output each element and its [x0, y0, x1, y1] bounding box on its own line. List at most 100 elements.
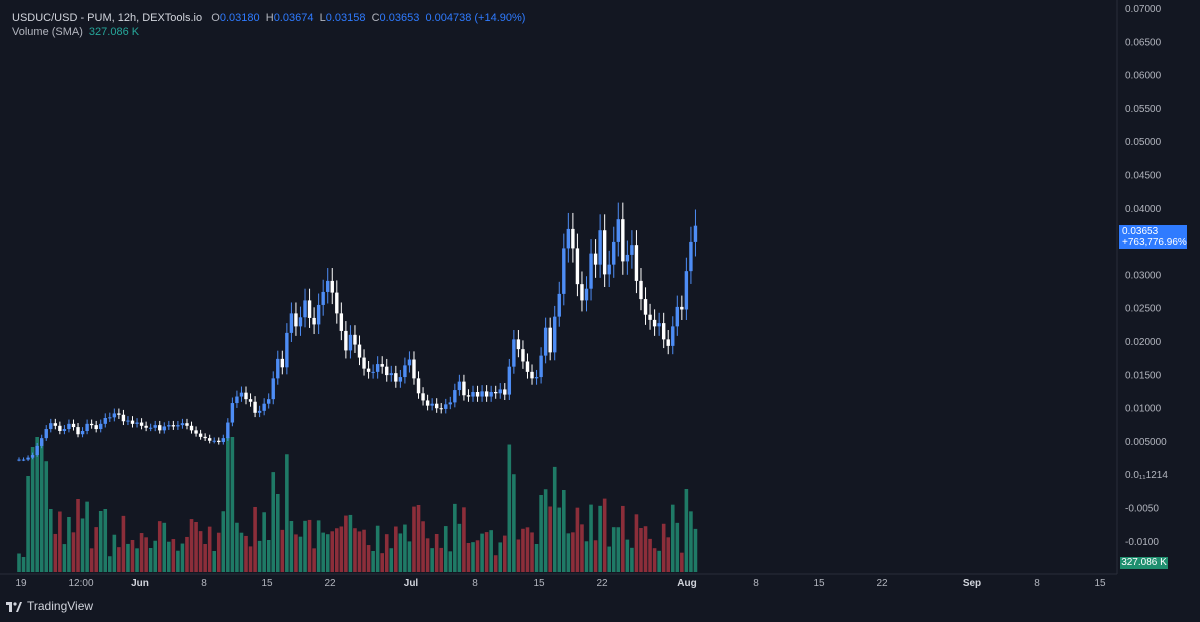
- volume-bar: [589, 504, 593, 572]
- candle-body: [67, 423, 71, 430]
- candle-body: [598, 230, 602, 265]
- candle-body: [312, 317, 316, 325]
- volume-bar: [689, 511, 693, 572]
- volume-bar: [616, 527, 621, 572]
- volume-bar: [230, 437, 235, 572]
- volume-bar: [507, 444, 512, 572]
- candle-body: [507, 366, 512, 395]
- last-price-tag: 0.03653 +763,776.96%: [1119, 225, 1187, 249]
- candle-body: [480, 391, 484, 397]
- time-axis[interactable]: 19 12:00 Jun 8 15 22 Jul 8 15 22 Aug 8 15 22 Sep 8 15: [15, 578, 1106, 589]
- candle-body: [221, 438, 225, 443]
- volume-bar: [684, 489, 689, 572]
- symbol-legend[interactable]: USDUC/USD - PUM, 12h, DEXTools.io O0.031…: [12, 11, 525, 26]
- volume-bar: [216, 532, 221, 572]
- candle-body: [44, 429, 48, 439]
- candle-body: [185, 423, 189, 426]
- volume-bar: [525, 527, 530, 572]
- high-label: H: [265, 12, 274, 24]
- candle-body: [625, 254, 630, 262]
- close-label: C: [371, 12, 380, 24]
- candle-body: [589, 253, 593, 289]
- volume-bar: [108, 556, 112, 572]
- volume-bar: [44, 461, 49, 572]
- tradingview-logo[interactable]: TradingView: [6, 599, 93, 613]
- candle-body: [339, 313, 344, 331]
- volume-bar: [412, 506, 416, 572]
- time-axis-label: 15: [813, 578, 825, 589]
- volume-bar: [457, 523, 462, 572]
- candle-body: [539, 355, 543, 378]
- low-value: 0.03158: [325, 12, 366, 24]
- high-value: 0.03674: [273, 12, 314, 24]
- candle-body: [99, 423, 103, 430]
- price-axis-label: -0.0100: [1125, 537, 1159, 548]
- price-axis[interactable]: 0.07000 0.06500 0.06000 0.05500 0.05000 0.045…: [1125, 4, 1168, 548]
- candle-body: [503, 389, 507, 395]
- candle-body: [666, 339, 670, 346]
- volume-bar: [30, 447, 35, 572]
- tradingview-icon: [6, 601, 22, 612]
- volume-value: 327.086 K: [88, 26, 140, 38]
- time-axis-label: 8: [472, 578, 478, 589]
- volume-bar: [466, 543, 471, 572]
- candle-body: [85, 423, 89, 431]
- candle-body: [489, 392, 493, 397]
- candle-body: [630, 245, 634, 255]
- candle-body: [94, 425, 98, 430]
- volume-bar: [298, 536, 303, 572]
- volume-bar: [98, 511, 103, 572]
- candle-body: [639, 280, 643, 300]
- time-axis-label: 15: [533, 578, 545, 589]
- candle-body: [439, 408, 443, 410]
- candle-body: [326, 280, 330, 292]
- time-axis-label: 15: [1094, 578, 1106, 589]
- candle-body: [425, 400, 430, 406]
- candle-body: [689, 241, 693, 272]
- candle-body: [53, 423, 58, 426]
- volume-bar: [680, 552, 684, 572]
- candle-body: [434, 403, 439, 409]
- candle-body: [144, 425, 148, 428]
- candle-body: [267, 399, 271, 404]
- volume-bar: [180, 543, 185, 572]
- volume-bar: [539, 495, 543, 572]
- volume-bar: [584, 541, 589, 572]
- volume-bar: [226, 437, 230, 572]
- candle-body: [239, 392, 244, 397]
- volume-bar: [212, 551, 217, 572]
- close-value: 0.03653: [379, 12, 420, 24]
- volume-bar: [53, 533, 58, 572]
- candle-body: [203, 436, 207, 439]
- volume-bar: [17, 553, 21, 572]
- volume-bar: [39, 440, 44, 572]
- volume-bar: [621, 505, 625, 572]
- candle-body: [530, 371, 534, 379]
- candle-body: [616, 219, 620, 242]
- candle-body: [207, 438, 212, 441]
- candle-body: [148, 427, 153, 429]
- volume-legend[interactable]: Volume (SMA) 327.086 K: [12, 25, 139, 40]
- volume-bar: [194, 522, 198, 572]
- volume-bar: [335, 528, 339, 572]
- volume-bar: [203, 544, 207, 572]
- volume-tag: 327.086 K: [1120, 557, 1168, 569]
- price-axis-label: 0.01500: [1125, 370, 1162, 381]
- volume-bar: [407, 541, 412, 572]
- volume-bar: [362, 529, 366, 572]
- volume-bar: [316, 520, 321, 572]
- volume-bar: [80, 518, 85, 572]
- candle-body: [602, 230, 607, 275]
- candle-body: [285, 332, 289, 368]
- candle-body: [112, 413, 117, 418]
- volume-bar: [248, 546, 253, 572]
- candle-body: [375, 364, 380, 372]
- candle-body: [453, 390, 457, 403]
- price-axis-label: 0.05500: [1125, 104, 1162, 115]
- volume-bar: [484, 532, 489, 572]
- volume-bars: [17, 437, 698, 572]
- candle-body: [58, 425, 62, 431]
- candle-body: [566, 228, 571, 249]
